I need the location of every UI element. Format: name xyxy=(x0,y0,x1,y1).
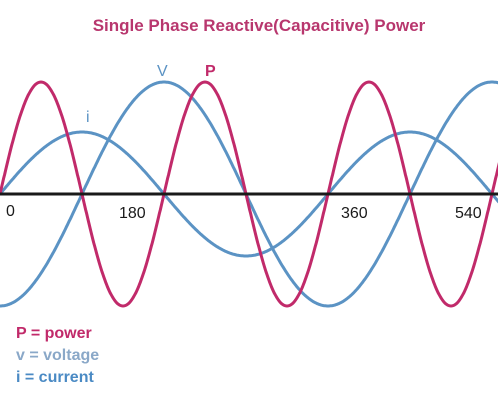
legend: P = power v = voltage i = current xyxy=(16,325,99,386)
tick-label-540: 540 xyxy=(455,205,482,222)
legend-power: P = power xyxy=(16,325,92,342)
power-curve-label: P xyxy=(205,63,216,80)
voltage-curve xyxy=(0,80,498,308)
power-curve xyxy=(0,80,498,308)
tick-label-360: 360 xyxy=(341,205,368,222)
tick-label-180: 180 xyxy=(119,205,146,222)
legend-voltage: v = voltage xyxy=(16,347,99,364)
diagram-title: Single Phase Reactive(Capacitive) Power xyxy=(93,16,426,35)
voltage-curve-label: V xyxy=(157,63,168,80)
current-curve-label: i xyxy=(86,109,90,126)
tick-label-0: 0 xyxy=(6,203,15,220)
legend-current: i = current xyxy=(16,369,94,386)
waveforms xyxy=(0,80,498,308)
current-curve xyxy=(0,130,498,258)
